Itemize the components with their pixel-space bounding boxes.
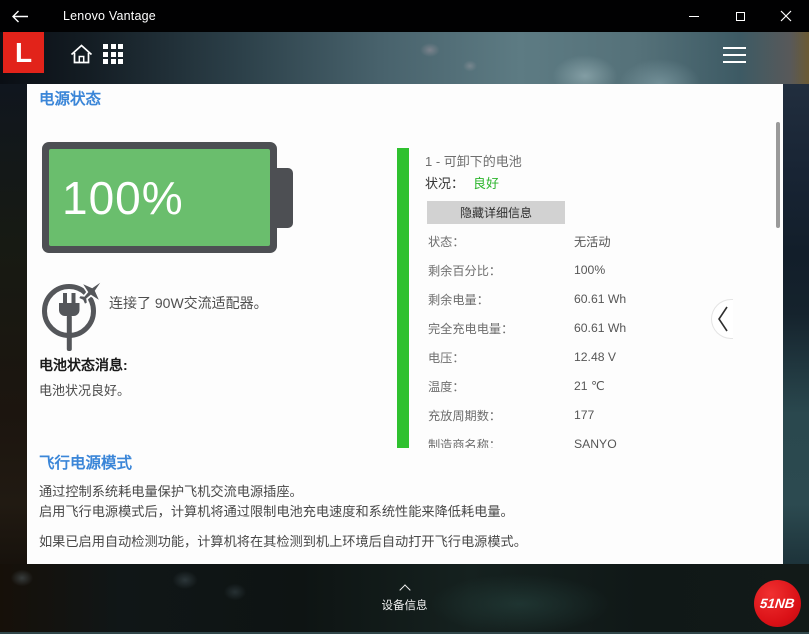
minimize-icon <box>689 15 699 17</box>
51nb-watermark-badge: 51NB <box>754 580 801 627</box>
background-left-strip <box>0 84 27 564</box>
flight-mode-text-3: 如果已启用自动检测功能，计算机将在其检测到机上环境后自动打开飞行电源模式。 <box>39 534 527 549</box>
close-icon <box>780 10 792 22</box>
lenovo-logo-letter: L <box>14 36 33 68</box>
51nb-watermark-text: 51NB <box>759 596 796 611</box>
table-row: 剩余百分比： 100% <box>428 262 606 278</box>
table-row: 剩余电量： 60.61 Wh <box>428 291 627 307</box>
battery-fill: 100% <box>49 149 270 246</box>
battery-terminal <box>277 168 293 228</box>
flight-mode-heading: 飞行电源模式 <box>39 455 133 472</box>
chevron-up-icon <box>398 584 411 596</box>
back-icon <box>12 10 28 22</box>
condition-value: 良好 <box>473 176 500 191</box>
hamburger-icon <box>722 47 746 49</box>
adapter-status-text: 连接了 90W交流适配器。 <box>109 295 268 311</box>
chevron-left-icon <box>717 306 728 332</box>
previous-battery-button[interactable] <box>711 299 733 339</box>
window-title: Lenovo Vantage <box>63 9 156 23</box>
back-button[interactable] <box>0 0 40 32</box>
lenovo-logo[interactable]: L <box>3 32 44 73</box>
battery-condition: 状况： 良好 <box>425 173 499 192</box>
table-row: 完全充电电量： 60.61 Wh <box>428 320 627 336</box>
minimize-button[interactable] <box>671 0 717 32</box>
table-row: 制造商名称： SANYO <box>428 436 617 449</box>
window-controls <box>671 0 809 32</box>
battery-name: 1 - 可卸下的电池 <box>425 154 522 169</box>
device-info-button[interactable]: 设备信息 <box>382 584 428 613</box>
toolbar-background <box>0 32 809 84</box>
condition-label: 状况： <box>425 176 465 191</box>
table-row: 充放周期数： 177 <box>428 407 595 423</box>
scrollbar-thumb[interactable] <box>776 122 780 228</box>
home-icon <box>70 44 92 64</box>
battery-message-label: 电池状态消息: <box>39 357 128 373</box>
device-info-label: 设备信息 <box>381 600 428 612</box>
maximize-icon <box>735 11 745 21</box>
ac-adapter-airplane-icon <box>42 280 103 351</box>
hide-details-button[interactable]: 隐藏详细信息 <box>427 201 565 224</box>
battery-accent-bar <box>397 148 409 448</box>
menu-button[interactable] <box>716 42 752 68</box>
home-button[interactable] <box>66 40 96 68</box>
power-status-heading: 电源状态 <box>39 91 102 108</box>
background-bottom-band <box>0 564 809 634</box>
battery-percentage: 100% <box>62 171 184 224</box>
close-button[interactable] <box>763 0 809 32</box>
flight-mode-text-2: 启用飞行电源模式后，计算机将通过限制电池充电速度和系统性能来降低耗电量。 <box>39 504 514 519</box>
battery-detail-table: 状态： 无活动 剩余百分比： 100% 剩余电量： 60.61 Wh 完全充电电… <box>428 226 716 449</box>
battery-message-text: 电池状况良好。 <box>39 383 131 398</box>
content-panel: 电源状态 100% 连接了 90W交流适配器。 电池状态消息: 电池状况良好。 … <box>27 84 783 564</box>
battery-graphic: 100% <box>42 142 277 253</box>
background-right-strip <box>783 84 809 564</box>
apps-grid-icon <box>103 44 123 64</box>
apps-grid-button[interactable] <box>98 40 128 68</box>
titlebar: Lenovo Vantage <box>0 0 809 32</box>
maximize-button[interactable] <box>717 0 763 32</box>
table-row: 电压： 12.48 V <box>428 349 617 365</box>
flight-mode-text-1: 通过控制系统耗电量保护飞机交流电源插座。 <box>39 484 303 499</box>
table-row: 温度： 21 ℃ <box>428 378 605 394</box>
table-row: 状态： 无活动 <box>428 234 611 249</box>
